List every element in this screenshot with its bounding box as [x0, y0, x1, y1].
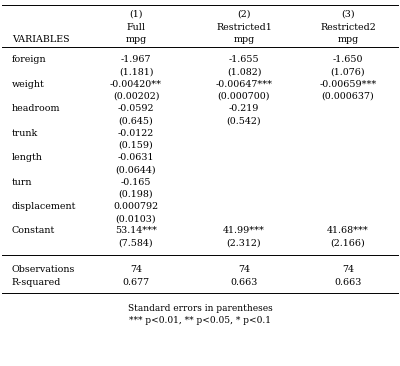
Text: (1.181): (1.181) [119, 68, 153, 76]
Text: (0.0103): (0.0103) [116, 214, 156, 223]
Text: -1.967: -1.967 [121, 56, 151, 64]
Text: 0.000792: 0.000792 [114, 202, 158, 211]
Text: (0.00202): (0.00202) [113, 92, 159, 101]
Text: -0.0592: -0.0592 [118, 104, 154, 113]
Text: (7.584): (7.584) [119, 239, 153, 247]
Text: (1): (1) [129, 10, 143, 19]
Text: (2.166): (2.166) [331, 239, 365, 247]
Text: (0.645): (0.645) [119, 116, 153, 126]
Text: mpg: mpg [233, 35, 255, 44]
Text: 53.14***: 53.14*** [115, 227, 157, 235]
Text: foreign: foreign [12, 56, 47, 64]
Text: (0.000637): (0.000637) [322, 92, 374, 101]
Text: -0.00659***: -0.00659*** [319, 80, 377, 89]
Text: (0.198): (0.198) [119, 190, 153, 199]
Text: 0.663: 0.663 [334, 279, 362, 287]
Text: -0.219: -0.219 [229, 104, 259, 113]
Text: displacement: displacement [12, 202, 76, 211]
Text: mpg: mpg [337, 35, 359, 44]
Text: 0.677: 0.677 [122, 279, 150, 287]
Text: 74: 74 [238, 265, 250, 274]
Text: (3): (3) [341, 10, 355, 19]
Text: 41.68***: 41.68*** [327, 227, 369, 235]
Text: (1.082): (1.082) [227, 68, 261, 76]
Text: (0.000700): (0.000700) [218, 92, 270, 101]
Text: (2.312): (2.312) [227, 239, 261, 247]
Text: (0.542): (0.542) [227, 116, 261, 126]
Text: trunk: trunk [12, 129, 38, 138]
Text: (0.159): (0.159) [119, 141, 153, 150]
Text: Standard errors in parentheses: Standard errors in parentheses [128, 304, 272, 313]
Text: -0.00647***: -0.00647*** [216, 80, 272, 89]
Text: 41.99***: 41.99*** [223, 227, 265, 235]
Text: turn: turn [12, 178, 32, 187]
Text: -1.655: -1.655 [229, 56, 259, 64]
Text: (0.0644): (0.0644) [116, 165, 156, 174]
Text: Full: Full [126, 23, 146, 31]
Text: weight: weight [12, 80, 45, 89]
Text: VARIABLES: VARIABLES [12, 35, 70, 44]
Text: -1.650: -1.650 [333, 56, 363, 64]
Text: Observations: Observations [12, 265, 75, 274]
Text: 74: 74 [130, 265, 142, 274]
Text: -0.165: -0.165 [121, 178, 151, 187]
Text: (2): (2) [237, 10, 251, 19]
Text: 74: 74 [342, 265, 354, 274]
Text: mpg: mpg [125, 35, 147, 44]
Text: -0.00420**: -0.00420** [110, 80, 162, 89]
Text: -0.0122: -0.0122 [118, 129, 154, 138]
Text: length: length [12, 153, 43, 162]
Text: Constant: Constant [12, 227, 55, 235]
Text: -0.0631: -0.0631 [118, 153, 154, 162]
Text: R-squared: R-squared [12, 279, 61, 287]
Text: (1.076): (1.076) [331, 68, 365, 76]
Text: Restricted1: Restricted1 [216, 23, 272, 31]
Text: 0.663: 0.663 [230, 279, 258, 287]
Text: headroom: headroom [12, 104, 60, 113]
Text: Restricted2: Restricted2 [320, 23, 376, 31]
Text: *** p<0.01, ** p<0.05, * p<0.1: *** p<0.01, ** p<0.05, * p<0.1 [129, 316, 271, 325]
